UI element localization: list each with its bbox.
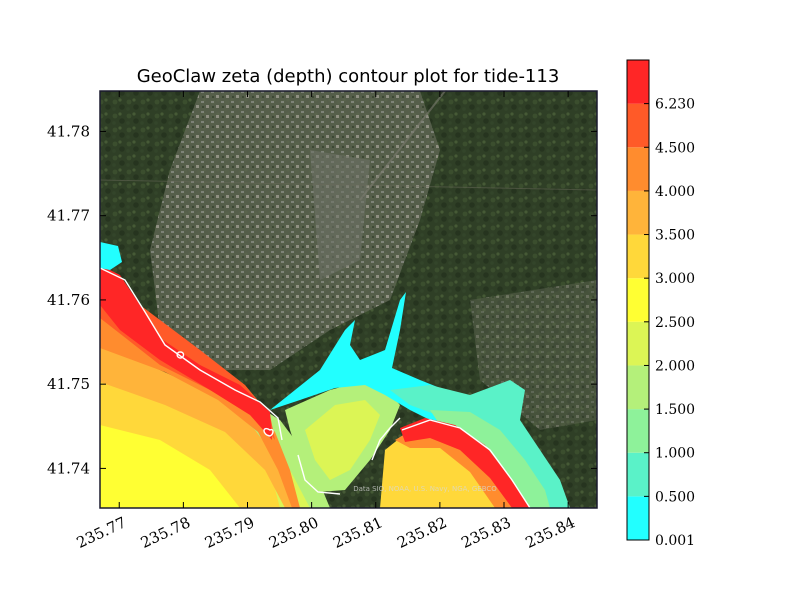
- y-tick-label: 41.74: [47, 459, 90, 477]
- x-tick-label: 235.81: [330, 513, 385, 552]
- colorbar-label: 2.500: [655, 315, 695, 331]
- x-tick-label: 235.83: [459, 513, 514, 552]
- colorbar-segment: [627, 147, 649, 191]
- colorbar-segment: [627, 452, 649, 497]
- x-tick-label: 235.79: [202, 513, 257, 552]
- colorbar-segment: [627, 409, 649, 453]
- y-axis: 41.74 41.75 41.76 41.77 41.78: [47, 122, 597, 477]
- depth-band-peak-west: [100, 265, 272, 440]
- y-tick-label: 41.78: [47, 122, 90, 140]
- plot-area: Data SIO, NOAA, U.S. Navy, NGA, GEBCO: [100, 91, 597, 508]
- colorbar-label: 0.500: [655, 489, 695, 505]
- x-tick-label: 235.77: [74, 513, 129, 552]
- colorbar-segment: [627, 103, 649, 148]
- colorbar-label: 1.500: [655, 402, 695, 418]
- colorbar-label: 2.000: [655, 358, 695, 374]
- colorbar-frame: [626, 59, 650, 541]
- colorbar-label: 4.000: [655, 184, 695, 200]
- colorbar-segment: [627, 278, 649, 322]
- colorbar-label: 4.500: [655, 140, 695, 156]
- harbor-basin-deeper: [305, 400, 380, 480]
- shoreline: [100, 267, 531, 508]
- colorbar-segment: [627, 365, 649, 410]
- colorbar-label: 1.000: [655, 446, 695, 462]
- y-tick-label: 41.75: [47, 375, 90, 393]
- y-tick-label: 41.76: [47, 291, 90, 309]
- x-tick-label: 235.84: [523, 513, 578, 552]
- colorbar-label: 6.230: [655, 97, 695, 113]
- map-attribution: Data SIO, NOAA, U.S. Navy, NGA, GEBCO: [353, 485, 497, 493]
- colorbar-label: 0.001: [655, 533, 695, 549]
- depth-band-3-3_5: [100, 378, 280, 508]
- colorbar: 0.001 0.500 1.000 1.500 2.000 2.500 3.000 3.500…: [626, 59, 695, 549]
- depth-band-3-east: [380, 430, 515, 508]
- depth-band-4-east: [395, 425, 520, 508]
- x-tick-label: 235.80: [266, 513, 321, 552]
- x-tick-label: 235.78: [138, 513, 193, 552]
- chart-title: GeoClaw zeta (depth) contour plot for ti…: [137, 66, 560, 87]
- y-tick-label: 41.77: [47, 207, 90, 225]
- depth-band-3_5-4: [100, 345, 300, 508]
- tide-flats-west: [100, 242, 122, 270]
- colorbar-segment: [627, 60, 649, 104]
- colorbar-label: 3.500: [655, 228, 695, 244]
- depth-band-4-4_5: [100, 310, 300, 508]
- colorbar-segment: [627, 190, 649, 235]
- colorbar-label: 3.000: [655, 271, 695, 287]
- colorbar-segment: [627, 496, 649, 540]
- colorbar-segment: [627, 321, 649, 366]
- x-tick-label: 235.82: [394, 513, 449, 552]
- depth-contours: [100, 242, 570, 508]
- depth-band-peak-east: [400, 418, 530, 508]
- colorbar-segment: [627, 234, 649, 279]
